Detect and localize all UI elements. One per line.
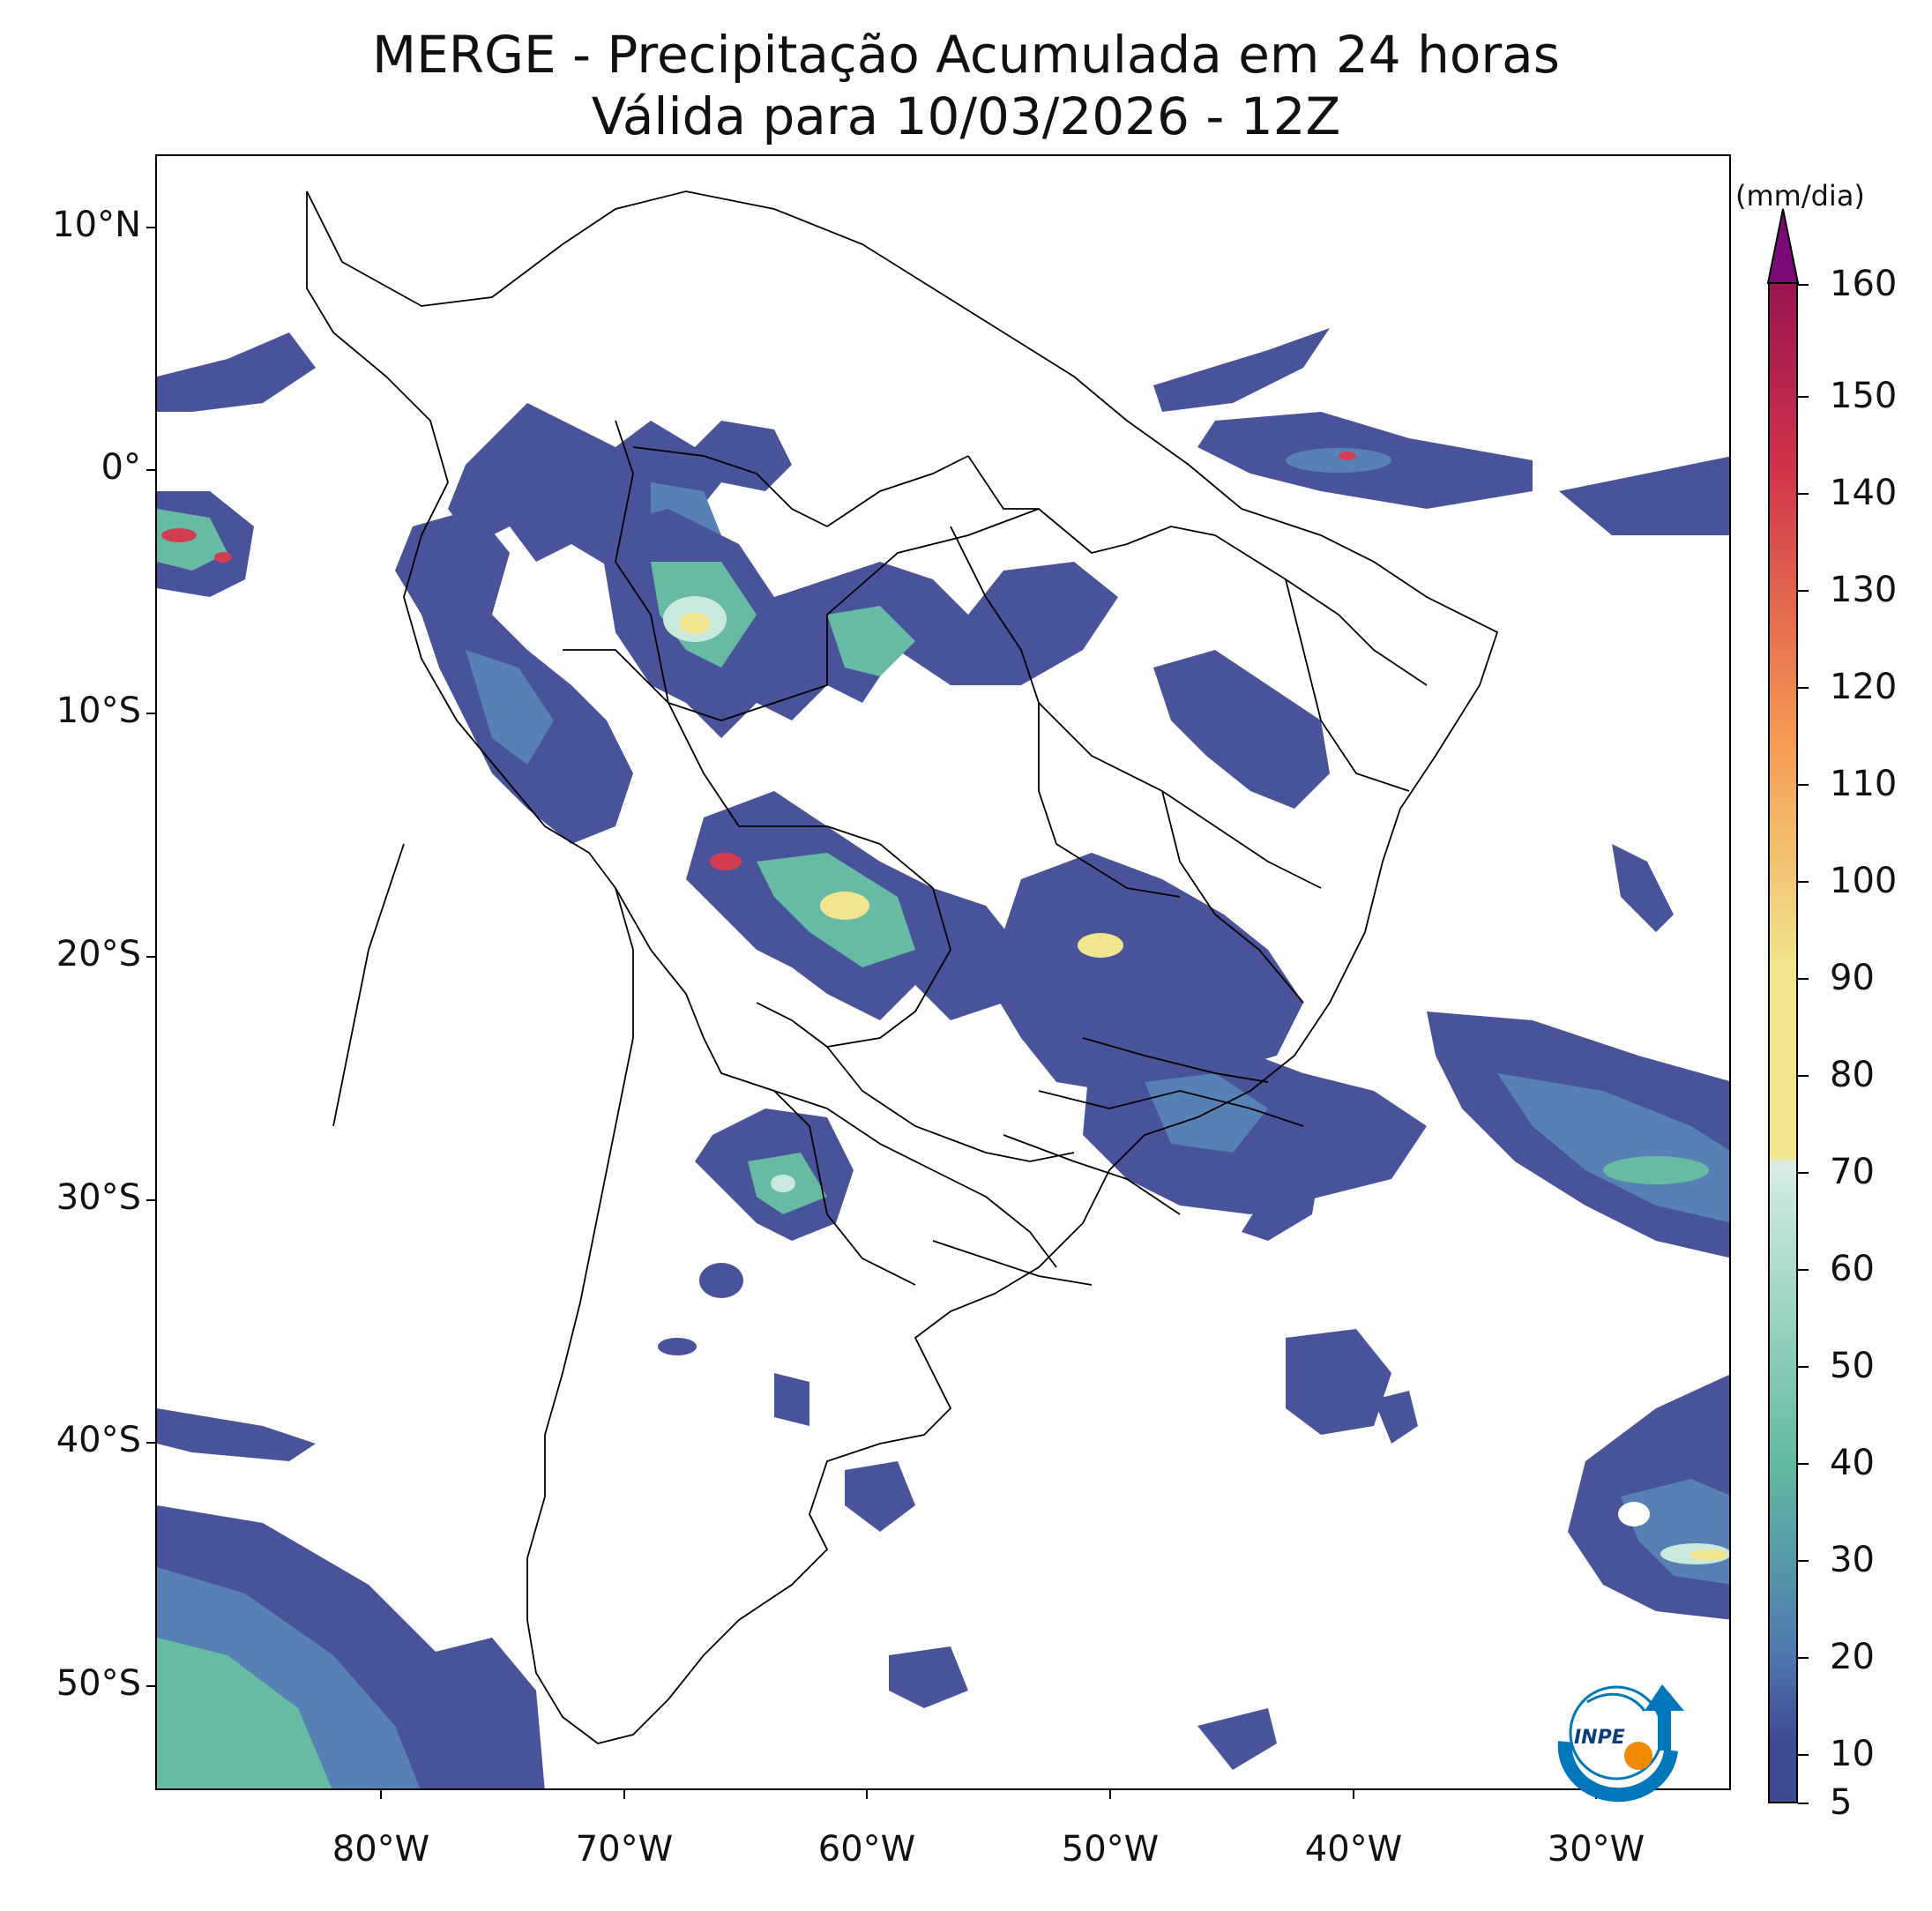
- colorbar-tick: [1798, 1269, 1809, 1271]
- colorbar-tick-label: 70: [1830, 1152, 1875, 1192]
- colorbar-tick-label: 110: [1830, 764, 1898, 804]
- lat-label-40s: 40°S: [56, 1420, 141, 1460]
- map-subtitle: Válida para 10/03/2026 - 12Z: [591, 86, 1341, 146]
- lat-tick: [146, 956, 155, 958]
- colorbar-tick-label: 50: [1830, 1346, 1875, 1386]
- colorbar-tick-label: 120: [1830, 667, 1898, 707]
- colorbar-tick: [1798, 881, 1809, 883]
- lat-tick: [146, 1199, 155, 1201]
- colorbar-tick: [1798, 1075, 1809, 1077]
- lon-tick: [623, 1790, 625, 1799]
- map-canvas: [157, 190, 1729, 1788]
- lon-label-60w: 60°W: [817, 1829, 916, 1870]
- colorbar-tick: [1798, 1803, 1809, 1804]
- lon-label-40w: 40°W: [1304, 1829, 1403, 1870]
- lat-label-10s: 10°S: [56, 690, 141, 731]
- precip-layer: [157, 328, 1729, 1788]
- lon-label-70w: 70°W: [575, 1829, 674, 1870]
- colorbar-tick-label: 60: [1830, 1249, 1875, 1289]
- colorbar-tick-label: 5: [1830, 1782, 1853, 1823]
- colorbar-tick-label: 90: [1830, 958, 1875, 998]
- lon-label-50w: 50°W: [1061, 1829, 1160, 1870]
- colorbar-tick-label: 20: [1830, 1637, 1875, 1677]
- colorbar-tick-label: 10: [1830, 1734, 1875, 1774]
- inpe-logo: INPE: [1557, 1684, 1684, 1803]
- colorbar-tick: [1798, 284, 1809, 286]
- colorbar-tick: [1798, 1463, 1809, 1465]
- lon-label-80w: 80°W: [332, 1829, 430, 1870]
- colorbar-extend-arrow: [1766, 208, 1800, 284]
- precipitation-map: [155, 154, 1731, 1790]
- colorbar-tick: [1798, 978, 1809, 980]
- map-title: MERGE - Precipitação Acumulada em 24 hor…: [372, 25, 1560, 85]
- lat-label-10n: 10°N: [52, 205, 141, 245]
- coastline-borders: [306, 190, 1499, 1744]
- lon-tick: [1353, 1790, 1354, 1799]
- colorbar-tick-label: 130: [1830, 570, 1898, 610]
- colorbar: [1768, 282, 1798, 1803]
- colorbar-tick: [1798, 396, 1809, 398]
- inpe-logo-text: INPE: [1574, 1727, 1625, 1749]
- lon-label-30w: 30°W: [1547, 1829, 1645, 1870]
- colorbar-tick: [1798, 493, 1809, 495]
- colorbar-tick-label: 100: [1830, 861, 1898, 901]
- colorbar-tick: [1798, 784, 1809, 786]
- lat-tick: [146, 1442, 155, 1444]
- colorbar-tick: [1798, 1560, 1809, 1562]
- colorbar-tick: [1798, 687, 1809, 689]
- lon-tick: [1109, 1790, 1111, 1799]
- lat-tick: [146, 469, 155, 471]
- lon-tick: [380, 1790, 382, 1799]
- lat-tick: [146, 227, 155, 228]
- lat-tick: [146, 713, 155, 714]
- colorbar-tick-label: 140: [1830, 473, 1898, 513]
- colorbar-tick: [1798, 1754, 1809, 1756]
- colorbar-tick-label: 40: [1830, 1443, 1875, 1483]
- lat-label-50s: 50°S: [56, 1663, 141, 1704]
- colorbar-tick: [1798, 1366, 1809, 1368]
- lat-label-20s: 20°S: [56, 934, 141, 974]
- lat-tick: [146, 1685, 155, 1687]
- colorbar-tick: [1798, 1172, 1809, 1174]
- colorbar-tick: [1798, 590, 1809, 592]
- colorbar-unit: (mm/dia): [1735, 179, 1865, 213]
- colorbar-tick-label: 30: [1830, 1540, 1875, 1580]
- lon-tick: [866, 1790, 868, 1799]
- colorbar-tick-label: 160: [1830, 264, 1898, 304]
- lat-label-30s: 30°S: [56, 1177, 141, 1218]
- colorbar-tick-label: 80: [1830, 1055, 1875, 1095]
- colorbar-tick: [1798, 1657, 1809, 1659]
- lat-label-0: 0°: [101, 447, 141, 488]
- colorbar-tick-label: 150: [1830, 376, 1898, 416]
